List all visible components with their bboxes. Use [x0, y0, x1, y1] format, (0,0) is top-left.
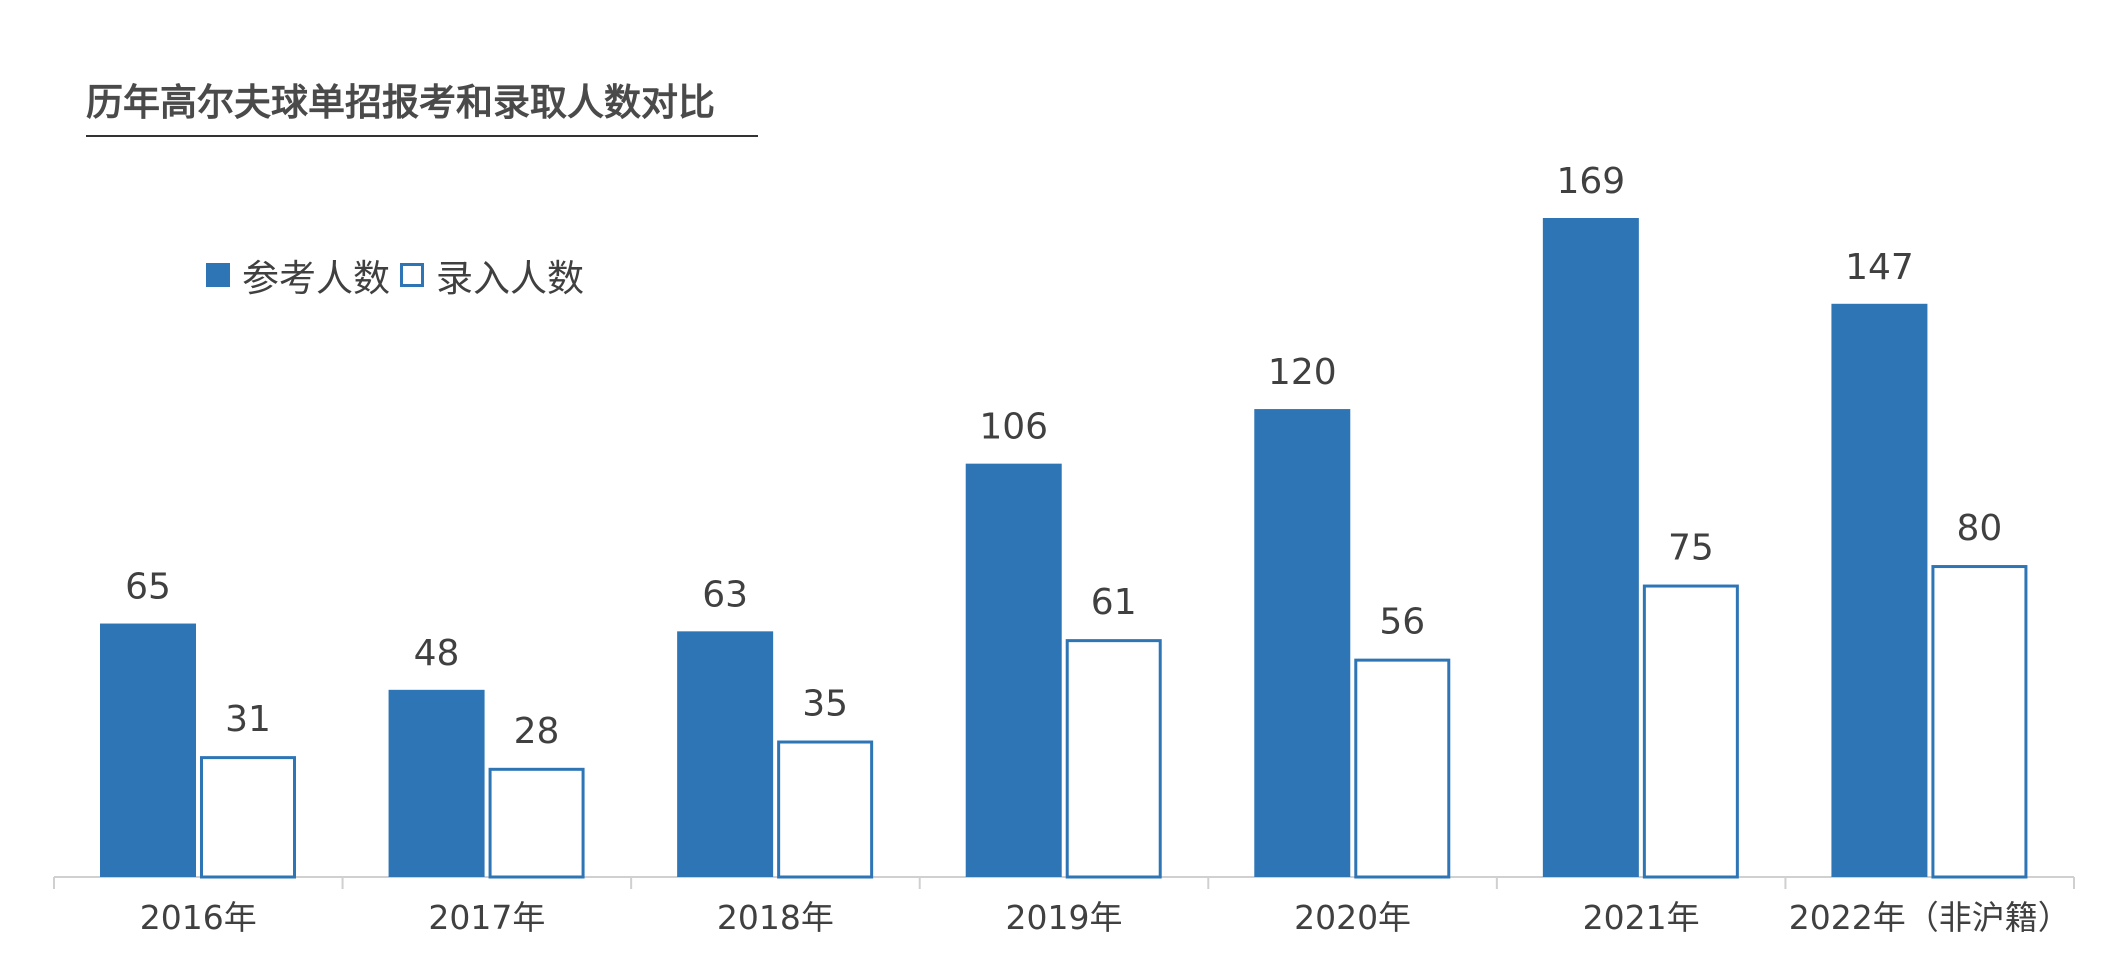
bar-series-1	[965, 463, 1062, 877]
bar-series-2	[200, 756, 296, 879]
bar-series-1	[1831, 303, 1928, 877]
legend-item-series-1: 参考人数	[206, 248, 390, 302]
data-label-series-2: 28	[514, 711, 560, 752]
bar-series-1	[1254, 409, 1351, 877]
data-label-series-1: 106	[979, 407, 1048, 448]
legend-label-series-1: 参考人数	[242, 257, 390, 300]
data-label-series-2: 56	[1379, 602, 1425, 643]
data-label-series-1: 147	[1845, 247, 1914, 288]
data-label-series-1: 48	[414, 633, 460, 674]
data-label-series-1: 65	[125, 567, 171, 608]
data-label-series-2: 35	[802, 684, 848, 725]
bar-series-2	[1642, 584, 1739, 879]
x-tick-label: 2019年	[1006, 898, 1123, 937]
data-label-series-2: 31	[225, 699, 271, 740]
bar-series-2	[488, 767, 585, 879]
x-tick-label: 2018年	[717, 898, 834, 937]
legend-item-series-2: 录入人数	[400, 248, 584, 302]
legend-swatch-filled	[206, 263, 230, 287]
bar-series-1	[677, 631, 774, 877]
x-tick-label: 2021年	[1583, 898, 1700, 937]
data-label-series-1: 63	[702, 574, 748, 615]
data-label-series-1: 169	[1556, 161, 1625, 202]
bar-series-1	[1542, 218, 1639, 877]
x-tick-label: 2020年	[1294, 898, 1411, 937]
title-underline	[86, 135, 758, 137]
x-tick-label: 2022年（非沪籍）	[1789, 898, 2071, 937]
bar-series-1	[388, 689, 485, 877]
bar-series-2	[777, 740, 874, 879]
bar-series-2	[1065, 639, 1162, 879]
data-label-series-2: 80	[1957, 508, 2003, 549]
x-tick-label: 2017年	[428, 898, 545, 937]
legend: 参考人数 录入人数	[206, 248, 594, 302]
data-label-series-1: 120	[1268, 352, 1337, 393]
legend-swatch-outline	[400, 263, 424, 287]
legend-label-series-2: 录入人数	[436, 257, 584, 300]
bar-series-1	[100, 623, 196, 877]
bar-series-2	[1354, 658, 1451, 879]
data-label-series-2: 61	[1091, 582, 1137, 623]
bar-series-2	[1931, 565, 2028, 879]
x-tick-label: 2016年	[140, 898, 257, 937]
chart-title: 历年高尔夫球单招报考和录取人数对比	[86, 81, 715, 124]
data-label-series-2: 75	[1668, 528, 1714, 569]
